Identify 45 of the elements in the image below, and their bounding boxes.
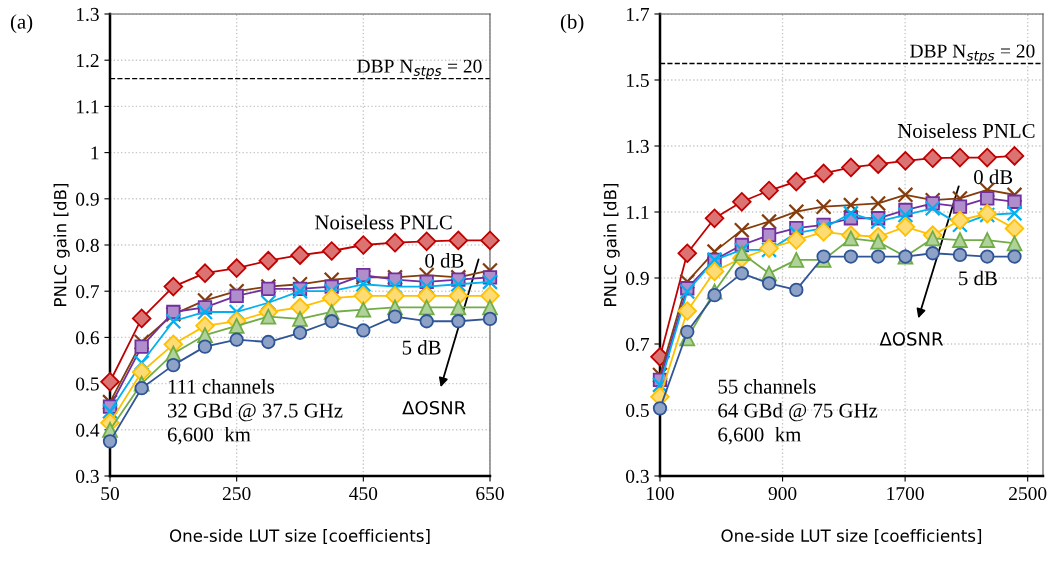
y-tick-label: 1.5: [626, 73, 649, 88]
y-tick-label: 0.8: [76, 238, 99, 253]
y-tick-label: 0.7: [76, 285, 100, 299]
annotation: Noiseless PNLC: [897, 123, 1035, 138]
x-tick-label: 50: [101, 486, 119, 501]
annotation: 0 dB: [974, 169, 1013, 185]
y-tick-label: 0.4: [76, 423, 100, 437]
y-tick-label: 1: [91, 146, 99, 160]
annotation: 111 channels 32 GBd @ 37.5 GHz 6,600 km: [167, 378, 343, 445]
x-tick-label: 900: [768, 486, 797, 501]
x-tick-label: 2500: [1009, 486, 1047, 501]
chart-title: (b): [560, 14, 584, 34]
y-tick-label: 0.5: [626, 403, 649, 418]
y-tick-label: 0.6: [76, 331, 99, 345]
y-tick-label: 0.3: [626, 469, 649, 484]
y-tick-label: 1.2: [76, 54, 99, 68]
y-tick-label: 1.1: [76, 100, 99, 114]
y-tick-label: 0.5: [76, 377, 99, 391]
annotation: DBP N$_{stps}$ = 20: [910, 44, 1035, 64]
x-tick-label: 450: [349, 486, 378, 501]
annotation: DBP N$_{stps}$ = 20: [357, 59, 482, 79]
annotation: ΔOSNR: [402, 400, 466, 415]
annotation: 0 dB: [425, 253, 464, 268]
y-tick-label: 1.7: [626, 7, 650, 22]
x-tick-label: 100: [647, 486, 674, 501]
y-tick-label: 0.7: [626, 337, 650, 352]
y-axis-title: PNLC gain [dB]: [53, 183, 70, 306]
x-axis-title: One-side LUT size [coefficients]: [721, 529, 982, 544]
chart-title: (a): [10, 14, 33, 34]
x-tick-label: 650: [476, 486, 504, 501]
y-tick-label: 1.1: [626, 205, 649, 220]
x-tick-label: 1700: [887, 486, 924, 501]
annotation: 55 channels 64 GBd @ 75 GHz 6,600 km: [718, 378, 878, 445]
annotation: ΔOSNR: [879, 332, 944, 346]
annotation: 5 dB: [402, 339, 441, 355]
y-tick-label: 0.9: [626, 271, 649, 286]
y-axis-title: PNLC gain [dB]: [603, 183, 620, 306]
y-tick-label: 1.3: [76, 7, 99, 22]
x-tick-label: 250: [222, 486, 251, 501]
y-tick-label: 0.3: [76, 469, 99, 484]
annotation: Noiseless PNLC: [315, 214, 452, 230]
y-tick-label: 0.9: [76, 192, 99, 206]
x-axis-title: One-side LUT size [coefficients]: [169, 529, 430, 544]
annotation: 5 dB: [959, 270, 997, 286]
y-tick-label: 1.3: [626, 139, 649, 154]
